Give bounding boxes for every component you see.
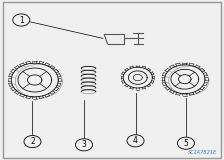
Text: 1: 1 <box>19 16 24 24</box>
Text: SCIA7821E: SCIA7821E <box>188 150 217 155</box>
Circle shape <box>24 136 41 148</box>
Text: 5: 5 <box>183 139 188 148</box>
Circle shape <box>177 137 194 149</box>
Circle shape <box>75 139 93 151</box>
Text: 2: 2 <box>30 137 35 146</box>
Circle shape <box>13 14 30 26</box>
Text: 4: 4 <box>133 136 138 145</box>
Circle shape <box>127 135 144 147</box>
Text: 3: 3 <box>82 140 86 149</box>
